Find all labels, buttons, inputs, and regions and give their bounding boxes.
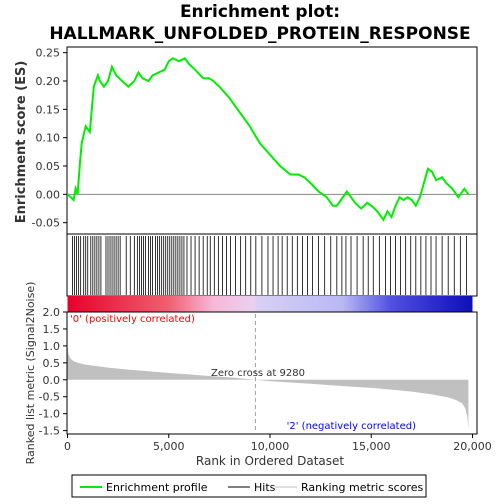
es-y-tick-label: 0.05 (36, 160, 61, 173)
zero-cross-label: Zero cross at 9280 (211, 368, 305, 379)
es-y-axis-label: Enrichment score (ES) (14, 61, 29, 224)
metric-x-tick-label: 0 (64, 440, 71, 453)
metric-y-tick-label: 0.5 (43, 357, 61, 370)
hit-marks (72, 236, 467, 295)
metric-y-tick-label: 1.0 (43, 340, 61, 353)
metric-x-tick-label: 15,000 (352, 440, 391, 453)
metric-y-tick-label: -1.0 (39, 408, 60, 421)
metric-x-tick-label: 5,000 (153, 440, 185, 453)
chart-title-line2: HALLMARK_UNFOLDED_PROTEIN_RESPONSE (49, 24, 470, 44)
legend-metric-label: Ranking metric scores (301, 481, 423, 494)
metric-x-tick-label: 20,000 (453, 440, 492, 453)
legend-box (71, 474, 427, 498)
es-y-tick-label: 0.10 (36, 132, 61, 145)
legend-enrichment-label: Enrichment profile (106, 481, 208, 494)
ranking-metric-area (67, 345, 469, 429)
es-y-tick-label: 0.25 (36, 47, 61, 60)
es-y-tick-label: 0.15 (36, 103, 61, 116)
metric-y-tick-label: -0.5 (39, 391, 60, 404)
legend-hits-label: Hits (254, 481, 276, 494)
chart-title-line1: Enrichment plot: (180, 2, 340, 22)
rank-color-bar (67, 296, 473, 312)
metric-y-axis-label: Ranked list metric (Signal2Noise) (24, 282, 37, 465)
metric-x-tick-label: 10,000 (251, 440, 290, 453)
metric-x-axis-label: Rank in Ordered Dataset (196, 454, 344, 468)
metric-y-axis: -1.5 -1.0 -0.5 0.0 0.5 1.0 1.5 2.0 (39, 306, 67, 438)
es-y-axis: -0.05 0.00 0.05 0.10 0.15 0.20 0.25 (32, 47, 67, 230)
metric-x-axis: 0 5,000 10,000 15,000 20,000 (64, 434, 492, 453)
es-y-tick-label: -0.05 (32, 217, 60, 230)
metric-y-tick-label: -1.5 (39, 425, 60, 438)
positive-correlation-label: '0' (positively correlated) (70, 314, 195, 325)
metric-y-tick-label: 1.5 (43, 323, 61, 336)
es-y-tick-label: 0.20 (36, 75, 61, 88)
enrichment-profile-line (66, 57, 470, 222)
negative-correlation-label: '2' (negatively correlated) (287, 421, 416, 432)
es-y-tick-label: 0.00 (36, 188, 61, 201)
metric-y-tick-label: 2.0 (43, 306, 61, 319)
metric-y-tick-label: 0.0 (43, 374, 61, 387)
